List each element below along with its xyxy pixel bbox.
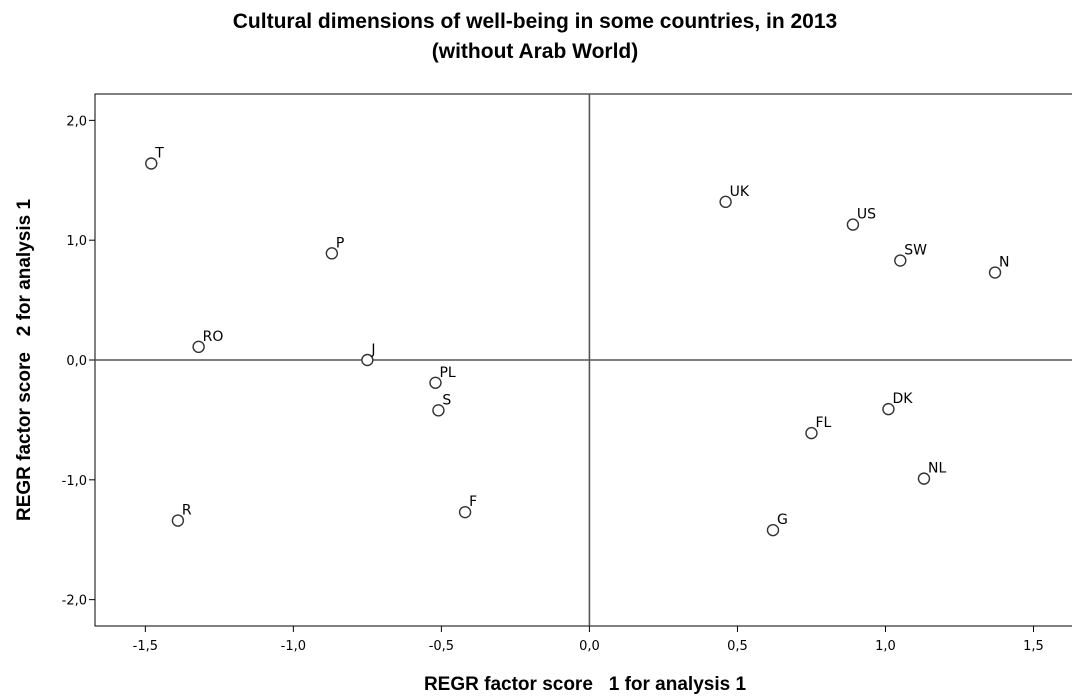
x-axis-label: REGR factor score 1 for analysis 1 [424,674,747,695]
data-point [429,376,442,389]
x-tick-label: -1,5 [133,639,158,654]
y-tick-label: -2,0 [62,594,87,609]
y-tick-label: -1,0 [62,474,87,489]
x-tick-label: 1,0 [875,639,896,654]
point-label: SW [904,243,927,259]
data-point [458,505,472,519]
point-label: FL [815,415,831,431]
x-tick-label: -0,5 [429,639,454,654]
point-label: NL [928,461,946,477]
point-label: F [469,494,477,510]
point-label: J [370,342,375,358]
point-label: RO [203,329,224,345]
chart-subtitle: (without Arab World) [432,40,638,63]
data-point [988,266,1002,279]
point-label: R [182,503,192,519]
data-point [766,523,780,537]
data-point [894,254,907,267]
data-point [361,353,374,367]
y-tick-label: 2,0 [66,114,87,129]
x-tick-label: 0,5 [727,639,748,654]
point-label: UK [730,184,750,200]
chart-title: Cultural dimensions of well-being in som… [233,10,837,33]
point-label: S [442,392,451,408]
y-tick-label: 0,0 [66,354,87,369]
data-point [171,514,185,527]
data-point [917,472,931,485]
x-tick-label: 0,0 [579,639,600,654]
plot-area: -1,5 -1,0 -0,5 0,0 0,5 1,0 1,5 2,0 1,0 0,0 -1,0 -2,… [62,93,1072,654]
point-label: N [999,255,1009,271]
x-tick-label: 1,5 [1023,639,1044,654]
y-tick-label: 1,0 [66,234,87,249]
data-point [719,195,732,209]
point-label: DK [892,391,913,407]
data-point [432,404,445,417]
data-point [192,340,205,354]
point-label: G [777,512,788,528]
data-point [846,218,860,231]
data-point [325,247,339,260]
y-axis-label: REGR factor score 2 for analysis 1 [14,199,35,522]
data-point [882,402,895,416]
point-label: T [154,145,164,161]
data-point [145,157,158,170]
data-point [805,426,818,440]
point-label: P [336,235,344,251]
point-label: PL [439,365,455,381]
x-tick-label: -1,0 [281,639,306,654]
point-label: US [857,207,876,223]
